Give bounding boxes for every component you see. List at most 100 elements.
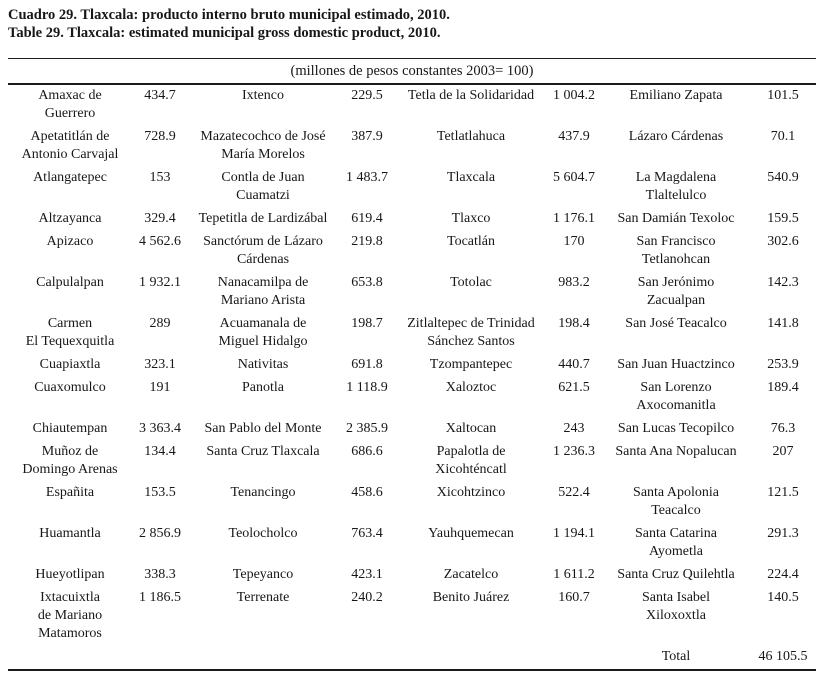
table-row: Atlangatepec 153 Contla de Juan Cuamatzi… bbox=[8, 167, 816, 208]
municipality-name: Ixtacuixtla de Mariano Matamoros bbox=[37, 590, 103, 641]
municipality-name: Carmen El Tequexquitla bbox=[25, 316, 115, 349]
total-row: Total 46 105.5 bbox=[8, 646, 816, 670]
table-row: Cuapiaxtla 323.1 Nativitas 691.8 Tzompan… bbox=[8, 354, 816, 377]
table-row: Altzayanca 329.4 Tepetitla de Lardizábal… bbox=[8, 208, 816, 231]
municipality-name: San Lucas Tecopilco bbox=[617, 421, 735, 436]
gdp-value: 434.7 bbox=[144, 88, 176, 103]
municipality-name: Yauhquemecan bbox=[428, 526, 514, 541]
municipality-name: Cuaxomulco bbox=[34, 380, 106, 395]
total-row-spacer bbox=[8, 646, 602, 670]
municipality-name: Santa Ana Nopalucan bbox=[615, 444, 737, 459]
gdp-value: 387.9 bbox=[351, 129, 383, 144]
municipality-name: Tetlatlahuca bbox=[436, 129, 506, 144]
table-row: Apizaco 4 562.6 Sanctórum de Lázaro Cárd… bbox=[8, 231, 816, 272]
municipality-name: Benito Juárez bbox=[432, 590, 510, 605]
gdp-value: 207 bbox=[772, 444, 794, 459]
municipality-name: Tenancingo bbox=[230, 485, 296, 500]
gdp-value: 1 004.2 bbox=[553, 88, 595, 103]
municipality-name: Tzompantepec bbox=[429, 357, 513, 372]
gdp-value: 338.3 bbox=[144, 567, 176, 582]
table-titles: Cuadro 29. Tlaxcala: producto interno br… bbox=[8, 6, 816, 42]
municipality-name: Totolac bbox=[450, 275, 492, 290]
municipality-name: La Magdalena Tlaltelulco bbox=[635, 170, 717, 203]
gdp-value: 302.6 bbox=[767, 234, 799, 249]
gdp-table: Amaxac de Guerrero 434.7 Ixtenco 229.5 T… bbox=[8, 85, 816, 671]
gdp-value: 423.1 bbox=[351, 567, 383, 582]
gdp-value: 437.9 bbox=[558, 129, 590, 144]
gdp-value: 621.5 bbox=[558, 380, 590, 395]
gdp-value: 153.5 bbox=[144, 485, 176, 500]
municipality-name: Mazatecochco de José María Morelos bbox=[200, 129, 326, 162]
gdp-value: 728.9 bbox=[144, 129, 176, 144]
gdp-value: 159.5 bbox=[767, 211, 799, 226]
gdp-value: 189.4 bbox=[767, 380, 799, 395]
gdp-value: 1 932.1 bbox=[139, 275, 181, 290]
municipality-name: Españita bbox=[45, 485, 95, 500]
municipality-name: Nanacamilpa de Mariano Arista bbox=[217, 275, 309, 308]
gdp-value: 458.6 bbox=[351, 485, 383, 500]
municipality-name: Zitlaltepec de Trinidad Sánchez Santos bbox=[407, 316, 535, 349]
municipality-name: Tlaxcala bbox=[446, 170, 496, 185]
municipality-name: Xaloztoc bbox=[445, 380, 497, 395]
unit-note: (millones de pesos constantes 2003= 100) bbox=[290, 63, 534, 79]
gdp-value: 3 363.4 bbox=[139, 421, 181, 436]
gdp-value: 2 385.9 bbox=[346, 421, 388, 436]
table-row: Amaxac de Guerrero 434.7 Ixtenco 229.5 T… bbox=[8, 85, 816, 126]
gdp-value: 134.4 bbox=[144, 444, 176, 459]
gdp-value: 691.8 bbox=[351, 357, 383, 372]
municipality-name: Muñoz de Domingo Arenas bbox=[22, 444, 118, 477]
municipality-name: San Juan Huactzinco bbox=[617, 357, 735, 372]
table-row: Calpulalpan 1 932.1 Nanacamilpa de Maria… bbox=[8, 272, 816, 313]
title-spanish: Cuadro 29. Tlaxcala: producto interno br… bbox=[8, 7, 450, 23]
municipality-name: Hueyotlipan bbox=[35, 567, 105, 582]
gdp-value: 522.4 bbox=[558, 485, 590, 500]
table-row: Carmen El Tequexquitla 289 Acuamanala de… bbox=[8, 313, 816, 354]
gdp-value: 1 176.1 bbox=[553, 211, 595, 226]
gdp-value: 5 604.7 bbox=[553, 170, 595, 185]
municipality-name: Acuamanala de Miguel Hidalgo bbox=[218, 316, 308, 349]
gdp-value: 619.4 bbox=[351, 211, 383, 226]
municipality-name: Panotla bbox=[242, 380, 284, 395]
gdp-value: 1 118.9 bbox=[346, 380, 388, 395]
municipality-name: Atlangatepec bbox=[33, 170, 107, 185]
gdp-value: 70.1 bbox=[770, 129, 796, 144]
municipality-name: Zacatelco bbox=[443, 567, 499, 582]
gdp-value: 101.5 bbox=[767, 88, 799, 103]
municipality-name: Papalotla de Xicohténcatl bbox=[435, 444, 507, 477]
gdp-value: 229.5 bbox=[351, 88, 383, 103]
municipality-name: Tepeyanco bbox=[232, 567, 294, 582]
gdp-value: 983.2 bbox=[558, 275, 590, 290]
municipality-name: Altzayanca bbox=[38, 211, 102, 226]
municipality-name: Santa Apolonia Teacalco bbox=[633, 485, 719, 518]
table-row: Huamantla 2 856.9 Teolocholco 763.4 Yauh… bbox=[8, 523, 816, 564]
gdp-value: 153 bbox=[149, 170, 171, 185]
municipality-name: San Jerónimo Zacualpan bbox=[637, 275, 715, 308]
gdp-value: 1 483.7 bbox=[346, 170, 388, 185]
gdp-value: 198.4 bbox=[558, 316, 590, 331]
unit-note-band: (millones de pesos constantes 2003= 100) bbox=[8, 58, 816, 85]
gdp-value: 142.3 bbox=[767, 275, 799, 290]
gdp-value: 2 856.9 bbox=[139, 526, 181, 541]
gdp-value: 1 611.2 bbox=[553, 567, 595, 582]
municipality-name: San Damián Texoloc bbox=[617, 211, 735, 226]
gdp-value: 4 562.6 bbox=[139, 234, 181, 249]
gdp-value: 1 194.1 bbox=[553, 526, 595, 541]
table-row: Muñoz de Domingo Arenas 134.4 Santa Cruz… bbox=[8, 441, 816, 482]
municipality-name: San Francisco Tetlanohcan bbox=[636, 234, 716, 267]
municipality-name: Tetla de la Solidaridad bbox=[407, 88, 535, 103]
gdp-value: 198.7 bbox=[351, 316, 383, 331]
municipality-name: Xicohtzinco bbox=[436, 485, 506, 500]
gdp-value: 240.2 bbox=[351, 590, 383, 605]
total-label: Total bbox=[661, 649, 691, 664]
municipality-name: Tlaxco bbox=[451, 211, 491, 226]
title-english: Table 29. Tlaxcala: estimated municipal … bbox=[8, 25, 441, 41]
table-row: Chiautempan 3 363.4 San Pablo del Monte … bbox=[8, 418, 816, 441]
gdp-value: 121.5 bbox=[767, 485, 799, 500]
municipality-name: Amaxac de Guerrero bbox=[38, 88, 102, 121]
municipality-name: San Lorenzo Axocomanitla bbox=[636, 380, 716, 413]
municipality-name: Terrenate bbox=[236, 590, 290, 605]
municipality-name: San Pablo del Monte bbox=[204, 421, 322, 436]
municipality-name: Santa Cruz Tlaxcala bbox=[206, 444, 320, 459]
municipality-name: Tocatlán bbox=[447, 234, 495, 249]
municipality-name: Cuapiaxtla bbox=[39, 357, 101, 372]
